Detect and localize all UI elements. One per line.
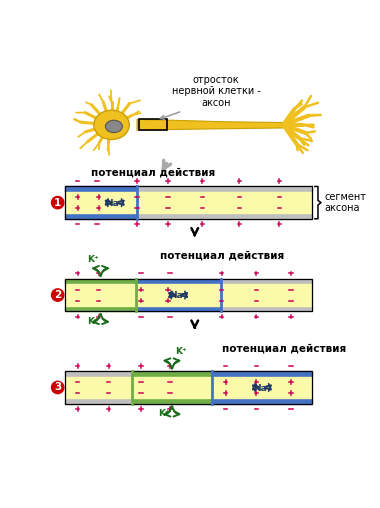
Bar: [65, 376, 312, 398]
Bar: [65, 279, 312, 311]
Text: Na⁺: Na⁺: [253, 384, 271, 393]
Text: Na⁺: Na⁺: [106, 199, 124, 208]
Ellipse shape: [94, 110, 129, 140]
Polygon shape: [137, 119, 283, 130]
Bar: [65, 279, 136, 284]
Bar: [132, 371, 212, 376]
Text: Na⁺: Na⁺: [169, 291, 187, 300]
Text: 1: 1: [54, 198, 61, 208]
Text: K⁺: K⁺: [175, 347, 187, 356]
Bar: [212, 371, 312, 376]
Text: потенциал действия: потенциал действия: [222, 343, 346, 353]
Text: сегмент
аксона: сегмент аксона: [324, 192, 366, 213]
Bar: [65, 306, 136, 311]
Text: K⁺: K⁺: [87, 255, 98, 264]
Text: 3: 3: [54, 383, 61, 393]
Bar: [221, 306, 312, 311]
Text: K⁺: K⁺: [87, 316, 98, 326]
Bar: [132, 398, 212, 404]
Text: отросток
нервной клетки -
аксон: отросток нервной клетки - аксон: [160, 75, 261, 119]
Bar: [65, 371, 312, 404]
Bar: [65, 371, 132, 376]
Circle shape: [52, 382, 64, 394]
Bar: [136, 306, 221, 311]
Bar: [212, 398, 312, 404]
Text: потенциал действия: потенциал действия: [160, 251, 284, 261]
Circle shape: [52, 197, 64, 209]
Bar: [139, 119, 167, 130]
Bar: [137, 213, 312, 219]
Text: потенциал действия: потенциал действия: [91, 168, 215, 178]
Bar: [65, 186, 137, 192]
Text: K⁺: K⁺: [158, 409, 170, 418]
Bar: [65, 284, 312, 306]
Bar: [221, 279, 312, 284]
Text: 2: 2: [54, 290, 61, 300]
Circle shape: [52, 289, 64, 301]
Bar: [65, 398, 132, 404]
Bar: [136, 279, 221, 284]
Bar: [65, 213, 137, 219]
Bar: [137, 186, 312, 192]
Ellipse shape: [105, 120, 122, 133]
Bar: [65, 186, 312, 219]
Bar: [65, 192, 312, 213]
